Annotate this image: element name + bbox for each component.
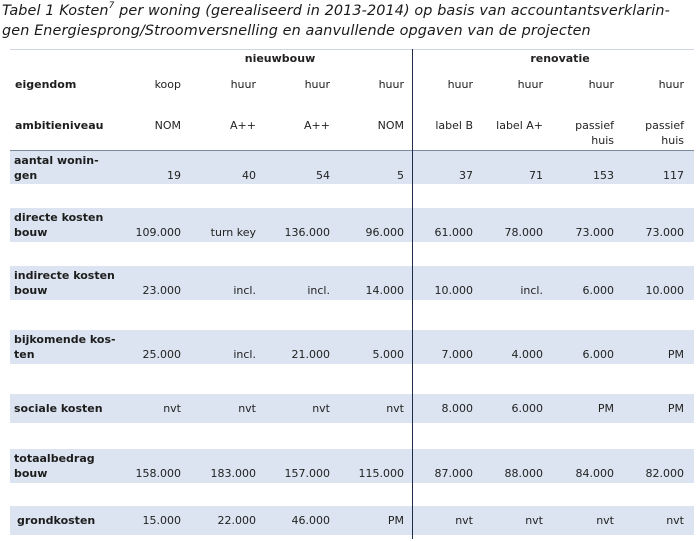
header-divider: [10, 150, 694, 151]
group-divider: [412, 49, 413, 539]
row-value: 115.000: [358, 467, 405, 480]
row-value: 96.000: [365, 226, 405, 239]
table-caption: Tabel 1 Kosten7 per woning (gerealiseerd…: [2, 1, 698, 41]
row-value: 136.000: [284, 226, 331, 239]
row-value: 183.000: [210, 467, 257, 480]
row-value: 117: [663, 169, 684, 182]
row-value: nvt: [386, 402, 404, 415]
table-row: [10, 506, 694, 535]
header-cell: A++: [230, 119, 256, 132]
table-row: [10, 208, 694, 242]
header-cell: huur: [230, 78, 256, 91]
row-value: PM: [597, 402, 614, 415]
row-value: nvt: [238, 402, 256, 415]
header-label: eigendom: [15, 78, 77, 91]
row-value: 153: [593, 169, 614, 182]
row-value: incl.: [233, 284, 256, 297]
row-value: 6.000: [582, 284, 615, 297]
row-value: turn key: [210, 226, 256, 239]
row-value: 82.000: [645, 467, 685, 480]
header-cell: huur: [304, 78, 330, 91]
row-value: 157.000: [284, 467, 331, 480]
header-cell: huur: [378, 78, 404, 91]
header-cell: label A+: [496, 119, 543, 132]
row-label: sociale kosten: [14, 402, 103, 415]
row-label: grondkosten: [17, 514, 96, 527]
row-value: nvt: [596, 514, 614, 527]
row-value: 15.000: [142, 514, 182, 527]
row-value: 19: [167, 169, 181, 182]
header-cell: passief huis: [575, 119, 614, 147]
header-cell: label B: [435, 119, 473, 132]
caption-line1-rest: per woning (gerealiseerd in 2013-2014) o…: [114, 3, 670, 19]
row-value: nvt: [312, 402, 330, 415]
row-value: 73.000: [645, 226, 685, 239]
row-value: incl.: [233, 348, 256, 361]
table-row: [10, 266, 694, 300]
group-header-nieuwbouw: nieuwbouw: [244, 52, 316, 65]
header-cell: huur: [658, 78, 684, 91]
row-value: 88.000: [504, 467, 544, 480]
row-value: 46.000: [291, 514, 331, 527]
row-value: 6.000: [511, 402, 544, 415]
row-value: 158.000: [135, 467, 182, 480]
row-value: 71: [529, 169, 543, 182]
row-value: 73.000: [575, 226, 615, 239]
header-cell: koop: [154, 78, 181, 91]
row-value: nvt: [163, 402, 181, 415]
row-value: 40: [242, 169, 256, 182]
row-value: PM: [387, 514, 404, 527]
caption-prefix: Tabel 1 Kosten: [2, 3, 109, 19]
row-value: 10.000: [434, 284, 474, 297]
row-value: 4.000: [511, 348, 544, 361]
header-cell: huur: [588, 78, 614, 91]
row-value: 21.000: [291, 348, 331, 361]
row-label: totaalbedrag bouw: [14, 452, 95, 480]
row-label: bijkomende kos-ten: [14, 333, 116, 361]
row-value: 7.000: [441, 348, 474, 361]
row-value: 10.000: [645, 284, 685, 297]
row-value: PM: [667, 402, 684, 415]
row-value: 6.000: [582, 348, 615, 361]
row-value: 54: [316, 169, 330, 182]
row-value: nvt: [455, 514, 473, 527]
row-value: nvt: [666, 514, 684, 527]
row-value: 8.000: [441, 402, 474, 415]
row-value: 5: [397, 169, 404, 182]
row-label: aantal wonin-gen: [14, 154, 99, 182]
row-value: PM: [667, 348, 684, 361]
header-cell: huur: [517, 78, 543, 91]
row-value: 23.000: [142, 284, 182, 297]
header-cell: passief huis: [645, 119, 684, 147]
table-row: [10, 330, 694, 364]
table-row: [10, 151, 694, 184]
row-value: 37: [459, 169, 473, 182]
header-cell: NOM: [154, 119, 181, 132]
footnote-marker: 7: [108, 1, 115, 12]
header-cell: huur: [447, 78, 473, 91]
row-value: 78.000: [504, 226, 544, 239]
row-value: incl.: [307, 284, 330, 297]
header-cell: NOM: [377, 119, 404, 132]
row-value: 25.000: [142, 348, 182, 361]
row-value: 5.000: [372, 348, 405, 361]
row-label: directe kosten bouw: [14, 211, 104, 239]
row-value: 87.000: [434, 467, 474, 480]
table-row: [10, 394, 694, 423]
table-top-divider: [10, 49, 694, 50]
table-row: [10, 449, 694, 483]
row-value: 84.000: [575, 467, 615, 480]
header-label: ambitieniveau: [15, 119, 104, 132]
group-header-renovatie: renovatie: [530, 52, 590, 65]
row-value: 61.000: [434, 226, 474, 239]
caption-line2: gen Energiesprong/Stroomversnelling en a…: [2, 23, 591, 39]
header-cell: A++: [304, 119, 330, 132]
row-value: nvt: [525, 514, 543, 527]
row-value: 14.000: [365, 284, 405, 297]
row-value: 22.000: [217, 514, 257, 527]
row-value: 109.000: [135, 226, 182, 239]
row-label: indirecte kosten bouw: [14, 269, 115, 297]
row-value: incl.: [520, 284, 543, 297]
